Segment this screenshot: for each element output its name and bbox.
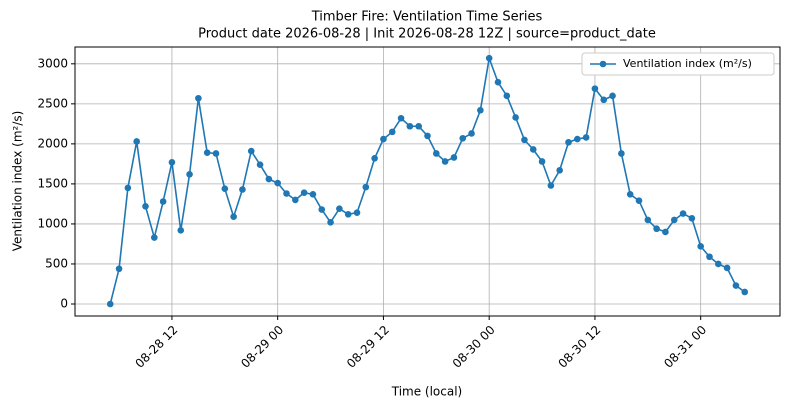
data-point <box>662 228 669 236</box>
y-tick-label: 500 <box>45 256 68 270</box>
y-tick-label: 2000 <box>37 136 68 150</box>
data-point <box>503 92 511 100</box>
data-point <box>644 216 652 224</box>
x-tick-label: 08-31 00 <box>661 323 709 371</box>
legend-label: Ventilation index (m²/s) <box>623 57 752 70</box>
x-axis-label: Time (local) <box>391 385 463 399</box>
data-point <box>300 189 308 197</box>
data-point <box>318 206 326 213</box>
data-point <box>283 190 290 197</box>
data-point <box>380 135 387 143</box>
data-point <box>697 243 704 250</box>
data-point <box>362 183 370 191</box>
y-axis-label: Ventilation index (m²/s) <box>11 111 25 252</box>
data-point <box>441 158 449 165</box>
data-point <box>679 210 687 217</box>
data-point <box>371 154 378 162</box>
data-point <box>741 288 749 296</box>
x-tick-label: 08-30 12 <box>555 323 603 371</box>
legend-marker <box>599 60 607 68</box>
data-point <box>274 179 281 187</box>
data-point <box>433 150 440 157</box>
data-point <box>151 234 158 241</box>
data-point <box>177 227 185 234</box>
data-point <box>168 158 176 166</box>
data-point <box>247 147 255 155</box>
data-point <box>353 209 361 217</box>
y-tick-label: 1000 <box>37 216 68 230</box>
data-point <box>521 136 528 144</box>
data-point <box>203 149 211 156</box>
data-point <box>406 122 414 130</box>
data-point <box>459 134 467 142</box>
data-point <box>485 54 493 62</box>
data-point <box>106 300 114 308</box>
data-point <box>477 106 484 114</box>
data-point <box>512 114 519 121</box>
data-point <box>256 161 264 168</box>
data-point <box>159 198 167 205</box>
data-point <box>221 185 229 193</box>
data-point <box>529 146 537 153</box>
data-point <box>388 128 396 136</box>
plot-frame <box>74 46 781 317</box>
data-point <box>424 132 431 140</box>
series-line <box>109 55 746 305</box>
legend: Ventilation index (m²/s) <box>581 52 775 76</box>
data-point <box>723 264 731 272</box>
data-point <box>142 203 149 210</box>
y-tick-label: 3000 <box>37 56 68 70</box>
x-tick-label: 08-30 00 <box>450 323 498 371</box>
data-point <box>600 96 608 104</box>
data-point <box>397 114 405 122</box>
y-tick-label: 1500 <box>37 176 68 190</box>
data-point <box>327 219 334 226</box>
data-point <box>186 170 193 178</box>
data-point <box>494 78 502 86</box>
data-point <box>292 196 299 204</box>
data-point <box>336 205 343 213</box>
data-point <box>670 216 678 224</box>
data-point <box>195 94 202 102</box>
x-tick-label: 08-29 00 <box>238 323 286 371</box>
x-tick-label: 08-29 12 <box>344 323 392 371</box>
chart-subtitle: Product date 2026-08-28 | Init 2026-08-2… <box>198 27 656 42</box>
data-point <box>468 130 475 137</box>
data-point <box>706 253 713 261</box>
data-point <box>732 282 740 289</box>
data-point <box>115 265 123 273</box>
data-point <box>591 85 599 92</box>
chart-title: Timber Fire: Ventilation Time Series <box>311 10 543 25</box>
data-point <box>547 182 555 189</box>
data-point <box>265 175 273 183</box>
data-point <box>688 215 696 222</box>
data-point <box>124 184 132 192</box>
data-point <box>309 191 317 198</box>
data-point <box>626 191 634 198</box>
data-point <box>415 122 422 130</box>
data-point <box>450 154 458 161</box>
data-point <box>565 138 572 146</box>
x-tick-label: 08-28 12 <box>132 323 180 371</box>
legend-box <box>581 52 775 76</box>
data-point <box>344 211 352 218</box>
data-point <box>618 150 625 157</box>
data-point <box>653 225 660 233</box>
data-point <box>212 150 220 157</box>
data-point <box>556 166 563 174</box>
y-tick-label: 2500 <box>37 96 68 110</box>
data-point <box>635 197 643 205</box>
data-point <box>538 158 546 165</box>
data-point <box>609 92 616 100</box>
data-point <box>582 134 590 141</box>
y-tick-label: 0 <box>60 296 68 310</box>
data-point <box>715 260 722 268</box>
data-point <box>574 135 581 143</box>
data-point <box>230 213 237 221</box>
data-point <box>239 186 246 193</box>
data-point <box>133 138 140 145</box>
